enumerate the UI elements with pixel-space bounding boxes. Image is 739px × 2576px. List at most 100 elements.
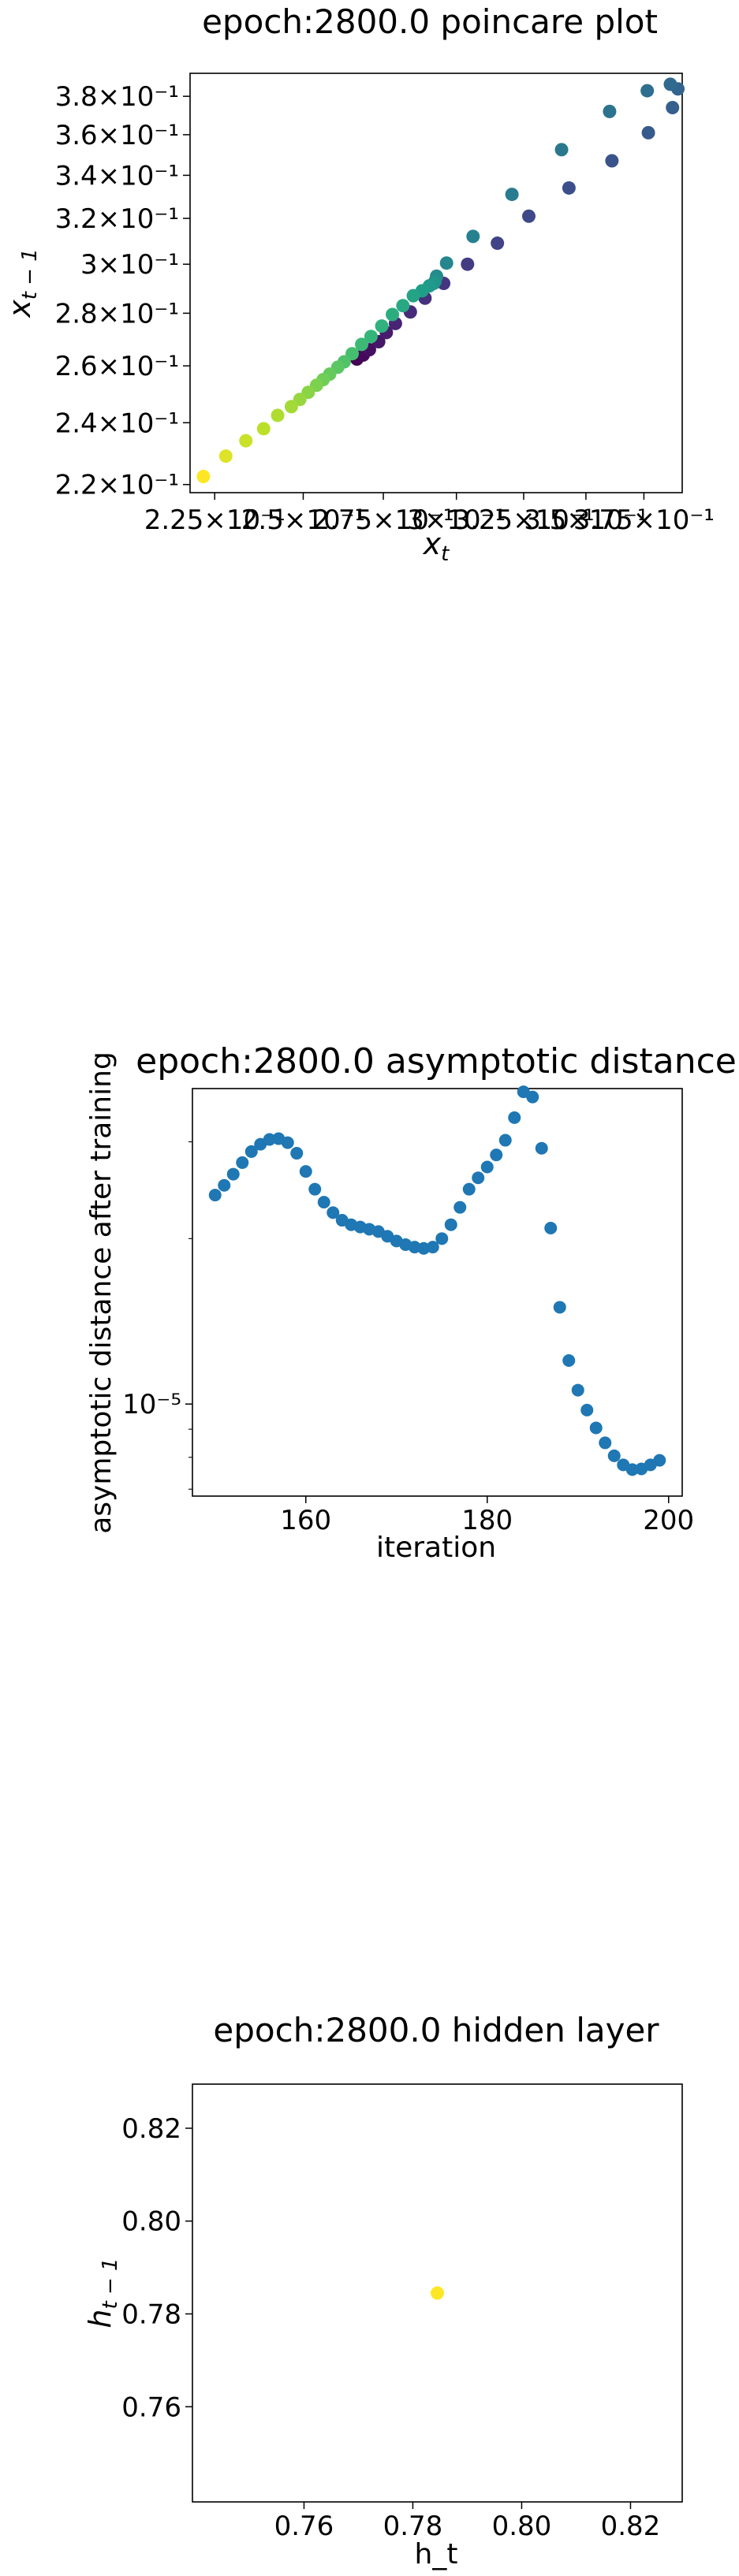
poincare-point [439,256,453,270]
asymptotic-point [472,1171,485,1185]
poincare-plot-frame [189,73,683,493]
asymptotic-point [226,1167,240,1181]
asymptotic-point [281,1136,294,1149]
asymptotic-point [580,1403,594,1416]
asymptotic-point [571,1383,584,1397]
poincare-point [605,154,619,168]
asymptotic-point [426,1241,439,1254]
asymptotic-chart: epoch:2800.0 asymptotic distance 160 180 2… [85,1041,737,1564]
hidden-layer-chart: epoch:2800.0 hidden layer 0.76 0.78 0.80 0.… [83,2011,683,2570]
poincare-point [461,257,475,271]
asymptotic-y-axis-label: asymptotic distance after training [85,1052,118,1534]
asymptotic-point [625,1463,639,1476]
asymptotic-x-tick-label: 200 [643,1505,694,1536]
poincare-point [196,470,211,484]
asymptotic-point [308,1182,322,1196]
poincare-point [522,209,536,223]
asymptotic-point [535,1141,548,1155]
hidden-layer-x-tick-label: 0.78 [383,2511,443,2542]
poincare-point [284,400,298,414]
poincare-y-ticks: 2.2×10⁻¹ 2.4×10⁻¹ 2.6×10⁻¹ 2.8×10⁻¹ 3×10⁻¹ 3.… [55,81,190,501]
poincare-x-tick-label: 3.25×10⁻¹ [453,504,594,536]
asymptotic-point [244,1145,258,1158]
poincare-point [256,422,271,436]
asymptotic-point [453,1201,467,1214]
poincare-point [466,229,480,244]
asymptotic-x-tick-label: 160 [280,1505,331,1536]
poincare-x-ticks: 2.25×10⁻¹2.5×10⁻¹2.75×10⁻¹3×10⁻¹3.25×10⁻… [144,493,715,536]
poincare-y-tick-label: 3.4×10⁻¹ [55,160,179,192]
poincare-chart-title: epoch:2800.0 poincare plot [202,2,658,41]
poincare-y-tick-label: 2.8×10⁻¹ [55,298,179,329]
asymptotic-point [607,1449,621,1462]
asymptotic-point [589,1421,603,1435]
hidden-layer-x-axis-label: h_t [415,2538,458,2570]
hidden-layer-y-ticks: 0.76 0.78 0.80 0.82 [121,2113,192,2423]
poincare-y-tick-label: 3.2×10⁻¹ [55,203,179,235]
asymptotic-point [444,1218,457,1231]
poincare-point [386,307,400,322]
poincare-y-tick-label: 3.8×10⁻¹ [55,81,179,113]
hidden-layer-point [431,2286,444,2300]
asymptotic-point [208,1189,222,1202]
poincare-y-tick-label: 3.6×10⁻¹ [55,120,179,151]
poincare-point [491,236,505,251]
poincare-x-tick-label: 2.25×10⁻¹ [144,504,286,536]
poincare-y-tick-label: 2.2×10⁻¹ [55,470,179,501]
asymptotic-point [544,1222,558,1235]
poincare-point [355,337,369,352]
asymptotic-point [435,1232,449,1245]
hidden-layer-y-tick-label: 0.78 [121,2299,181,2331]
asymptotic-x-tick-label: 180 [461,1505,513,1536]
asymptotic-point [462,1182,476,1196]
hidden-layer-y-tick-label: 0.82 [121,2113,181,2145]
poincare-point [663,77,677,91]
poincare-point [406,288,420,303]
poincare-point [562,181,576,195]
asymptotic-chart-title: epoch:2800.0 asymptotic distance [136,1041,737,1081]
asymptotic-points [208,1085,666,1476]
asymptotic-y-tick-label: 10⁻⁵ [122,1389,181,1420]
hidden-layer-y-axis-label: ht − 1 [83,2258,122,2328]
poincare-point [554,143,569,157]
asymptotic-x-axis-label: iteration [376,1532,496,1564]
asymptotic-point [562,1354,576,1368]
poincare-points [196,77,685,484]
hidden-layer-y-tick-label: 0.80 [121,2206,181,2238]
poincare-chart: epoch:2800.0 poincare plot 2.25×10⁻¹2.5×… [2,2,715,566]
asymptotic-point [599,1436,612,1450]
poincare-x-tick-label: 3.75×10⁻¹ [573,504,715,536]
asymptotic-point [299,1165,312,1178]
poincare-point [505,188,519,202]
poincare-point [218,449,233,463]
asymptotic-point [490,1148,503,1162]
asymptotic-point [553,1301,566,1314]
hidden-layer-x-tick-label: 0.82 [601,2511,661,2542]
asymptotic-point [327,1206,340,1219]
asymptotic-point [498,1134,512,1147]
hidden-layer-x-tick-label: 0.76 [274,2511,334,2542]
poincare-y-tick-label: 3×10⁻¹ [80,249,179,281]
poincare-x-tick-label: 3×10⁻¹ [407,504,506,536]
hidden-layer-y-tick-label: 0.76 [121,2392,181,2423]
poincare-point [396,299,410,313]
asymptotic-plot-frame [192,1088,683,1497]
hidden-layer-points [431,2286,444,2300]
poincare-x-tick-label: 2.75×10⁻¹ [312,504,453,536]
poincare-x-tick-label: 2.5×10⁻¹ [241,504,365,536]
hidden-layer-chart-title: epoch:2800.0 hidden layer [213,2011,659,2049]
asymptotic-point [263,1133,276,1146]
poincare-y-tick-label: 2.4×10⁻¹ [55,408,179,439]
hidden-layer-plot-frame [192,2083,683,2503]
asymptotic-point [218,1178,231,1192]
poincare-point [271,408,285,423]
asymptotic-point [653,1454,666,1467]
poincare-point [364,329,378,344]
poincare-point [375,319,389,333]
asymptotic-point [317,1196,330,1209]
poincare-point [641,125,655,140]
asymptotic-point [508,1111,521,1124]
poincare-point [640,84,655,98]
poincare-y-axis-label: xt − 1 [2,248,42,318]
